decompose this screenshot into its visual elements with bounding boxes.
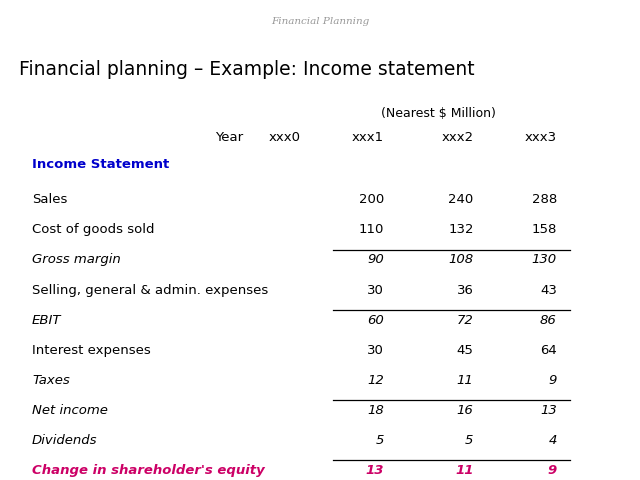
Text: Gross margin: Gross margin	[32, 253, 121, 266]
Text: 132: 132	[448, 223, 474, 236]
Text: Income Statement: Income Statement	[32, 157, 169, 170]
Text: Selling, general & admin. expenses: Selling, general & admin. expenses	[32, 284, 268, 297]
Text: 5: 5	[376, 434, 384, 447]
Text: xxx1: xxx1	[352, 131, 384, 144]
Text: 18: 18	[367, 404, 384, 417]
Text: 130: 130	[532, 253, 557, 266]
Text: 64: 64	[540, 344, 557, 357]
Text: Change in shareholder's equity: Change in shareholder's equity	[32, 464, 265, 477]
Text: 45: 45	[457, 344, 474, 357]
Text: 200: 200	[359, 193, 384, 206]
Text: Interest expenses: Interest expenses	[32, 344, 151, 357]
Text: 90: 90	[367, 253, 384, 266]
Text: 9: 9	[548, 374, 557, 387]
Text: 60: 60	[367, 313, 384, 326]
Text: 13: 13	[540, 404, 557, 417]
Text: 11: 11	[455, 464, 474, 477]
Text: (Nearest $ Million): (Nearest $ Million)	[381, 108, 496, 120]
Text: 108: 108	[449, 253, 474, 266]
Text: Year: Year	[215, 131, 243, 144]
Text: Dividends: Dividends	[32, 434, 97, 447]
Text: Taxes: Taxes	[32, 374, 70, 387]
Text: xxx2: xxx2	[442, 131, 474, 144]
Text: 5: 5	[465, 434, 474, 447]
Text: 110: 110	[358, 223, 384, 236]
Text: 240: 240	[449, 193, 474, 206]
Text: 36: 36	[457, 284, 474, 297]
Text: Financial planning – Example: Income statement: Financial planning – Example: Income sta…	[19, 60, 475, 79]
Text: Net income: Net income	[32, 404, 108, 417]
Text: Sales: Sales	[32, 193, 67, 206]
Text: xxx0: xxx0	[269, 131, 301, 144]
Text: 16: 16	[457, 404, 474, 417]
Text: 72: 72	[457, 313, 474, 326]
Text: 12: 12	[367, 374, 384, 387]
Text: 30: 30	[367, 284, 384, 297]
Text: Cost of goods sold: Cost of goods sold	[32, 223, 154, 236]
Text: Financial Planning: Financial Planning	[271, 17, 369, 26]
Text: 9: 9	[548, 464, 557, 477]
Text: 43: 43	[540, 284, 557, 297]
Text: 11: 11	[457, 374, 474, 387]
Text: 30: 30	[367, 344, 384, 357]
Text: 158: 158	[531, 223, 557, 236]
Text: 4: 4	[548, 434, 557, 447]
Text: 13: 13	[365, 464, 384, 477]
Text: 288: 288	[532, 193, 557, 206]
Text: xxx3: xxx3	[525, 131, 557, 144]
Text: 86: 86	[540, 313, 557, 326]
Text: EBIT: EBIT	[32, 313, 61, 326]
